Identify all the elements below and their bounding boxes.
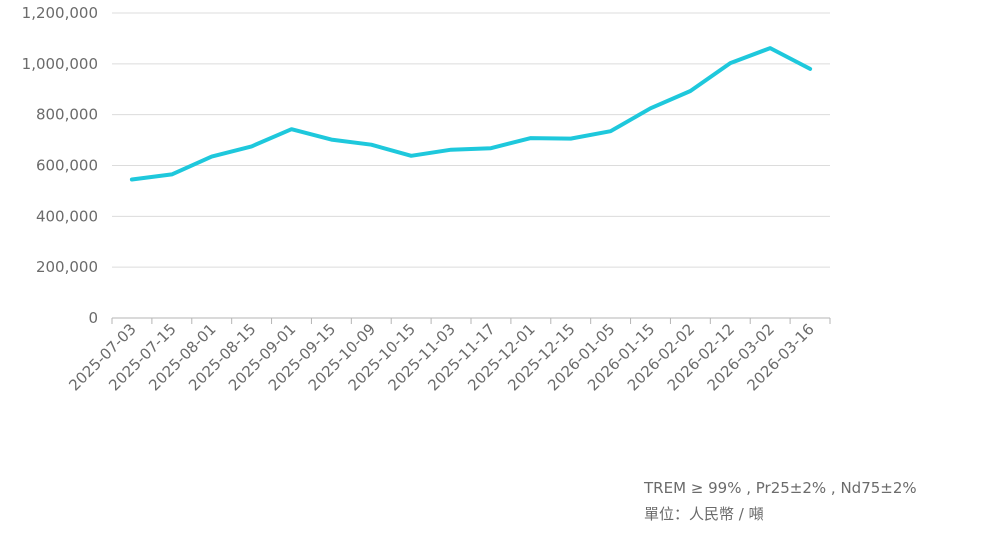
- y-tick-label: 1,200,000: [22, 4, 98, 22]
- series-line: [129, 46, 813, 182]
- y-tick-label: 1,000,000: [22, 55, 98, 73]
- y-tick-label: 600,000: [36, 157, 98, 175]
- y-tick-label: 400,000: [36, 207, 98, 225]
- spec-note: TREM ≥ 99% , Pr25±2% , Nd75±2%: [644, 479, 917, 497]
- y-tick-label: 0: [88, 309, 98, 327]
- unit-note: 單位：人民幣 / 噸: [644, 505, 764, 523]
- y-tick-label: 200,000: [36, 258, 98, 276]
- y-tick-label: 800,000: [36, 106, 98, 124]
